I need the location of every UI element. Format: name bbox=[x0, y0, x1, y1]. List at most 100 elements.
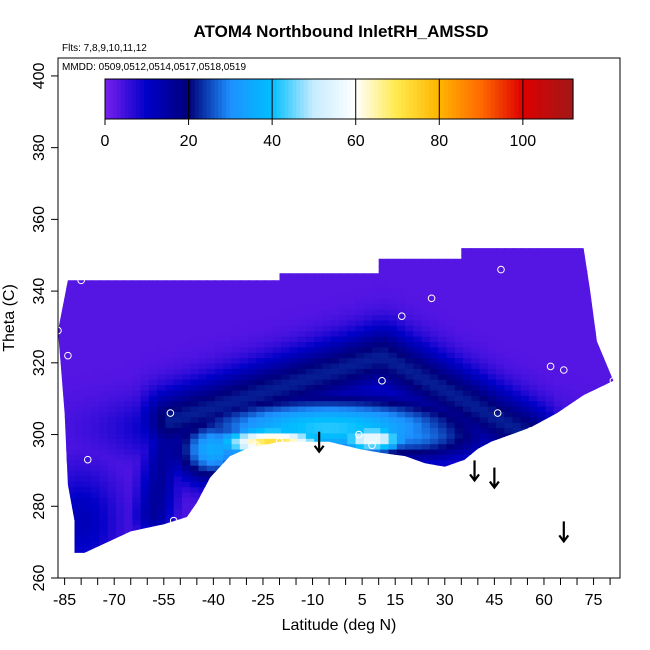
field-cell bbox=[305, 459, 315, 466]
field-cell bbox=[471, 287, 481, 294]
field-cell bbox=[446, 201, 455, 207]
field-cell bbox=[124, 416, 134, 423]
field-cell bbox=[595, 368, 605, 375]
field-cell bbox=[586, 255, 596, 262]
field-cell bbox=[248, 448, 258, 455]
field-cell bbox=[124, 400, 134, 407]
field-cell bbox=[248, 459, 258, 466]
field-cell bbox=[429, 395, 439, 402]
field-cell bbox=[454, 248, 464, 251]
field-cell bbox=[480, 212, 489, 218]
field-cell bbox=[297, 491, 307, 499]
field-cell bbox=[545, 319, 555, 326]
field-cell bbox=[396, 319, 406, 326]
field-cell bbox=[190, 260, 200, 267]
field-cell bbox=[429, 422, 439, 429]
field-cell bbox=[148, 534, 158, 542]
field-cell bbox=[165, 255, 175, 262]
field-cell bbox=[380, 405, 390, 412]
field-cell bbox=[355, 298, 365, 305]
field-cell bbox=[322, 368, 332, 375]
field-cell bbox=[239, 282, 249, 289]
field-cell bbox=[190, 502, 200, 509]
field-cell bbox=[372, 448, 382, 455]
field-cell bbox=[553, 475, 563, 482]
field-cell bbox=[181, 384, 191, 391]
field-cell bbox=[256, 481, 266, 488]
field-cell bbox=[181, 470, 191, 477]
field-cell bbox=[388, 502, 398, 509]
field-cell bbox=[58, 325, 67, 332]
field-cell bbox=[140, 303, 150, 310]
field-cell bbox=[215, 540, 224, 547]
field-cell bbox=[231, 534, 241, 542]
field-cell bbox=[74, 271, 84, 278]
field-cell bbox=[388, 309, 398, 316]
field-cell bbox=[529, 309, 539, 316]
field-cell bbox=[355, 465, 365, 472]
field-cell bbox=[537, 346, 547, 353]
field-cell bbox=[454, 357, 464, 364]
field-cell bbox=[488, 218, 497, 224]
field-cell bbox=[115, 465, 125, 472]
field-cell bbox=[603, 502, 613, 509]
field-cell bbox=[496, 248, 505, 251]
field-cell bbox=[99, 422, 109, 429]
field-cell bbox=[264, 362, 274, 369]
field-cell bbox=[82, 346, 92, 353]
field-cell bbox=[537, 508, 547, 515]
field-cell bbox=[603, 271, 613, 278]
field-cell bbox=[512, 309, 522, 316]
field-cell bbox=[256, 422, 266, 429]
field-cell bbox=[438, 427, 448, 434]
field-cell bbox=[546, 201, 555, 207]
field-cell bbox=[372, 276, 382, 283]
field-cell bbox=[99, 228, 108, 234]
field-cell bbox=[421, 341, 431, 348]
field-cell bbox=[562, 330, 572, 337]
field-cell bbox=[165, 534, 175, 542]
field-cell bbox=[173, 248, 183, 251]
field-cell bbox=[413, 486, 423, 493]
field-cell bbox=[206, 459, 216, 466]
field-cell bbox=[91, 459, 101, 466]
field-cell bbox=[611, 330, 614, 337]
field-cell bbox=[173, 378, 183, 386]
field-cell bbox=[380, 540, 390, 547]
field-cell bbox=[74, 389, 84, 396]
field-cell bbox=[372, 330, 382, 337]
field-cell bbox=[82, 443, 92, 450]
field-cell bbox=[124, 486, 134, 493]
field-cell bbox=[173, 303, 183, 310]
field-cell bbox=[570, 249, 580, 256]
field-cell bbox=[198, 465, 208, 472]
field-cell bbox=[190, 405, 200, 412]
field-cell bbox=[198, 470, 208, 477]
field-cell bbox=[148, 319, 158, 326]
field-cell bbox=[58, 459, 67, 466]
field-cell bbox=[421, 266, 431, 273]
field-cell bbox=[273, 218, 282, 224]
field-cell bbox=[58, 540, 67, 547]
field-cell bbox=[347, 389, 357, 396]
field-cell bbox=[429, 470, 439, 477]
field-cell bbox=[314, 422, 324, 429]
field-cell bbox=[264, 411, 274, 418]
field-cell bbox=[364, 556, 373, 562]
field-cell bbox=[570, 319, 580, 326]
field-cell bbox=[165, 341, 175, 348]
colorbar-segment bbox=[128, 79, 133, 119]
field-cell bbox=[603, 352, 613, 359]
field-cell bbox=[298, 201, 307, 207]
field-cell bbox=[396, 249, 406, 256]
colorbar-segment bbox=[237, 79, 243, 119]
field-cell bbox=[438, 212, 447, 218]
field-cell bbox=[223, 389, 233, 396]
field-cell bbox=[595, 378, 605, 386]
field-cell bbox=[578, 325, 588, 332]
field-cell bbox=[388, 330, 398, 337]
field-cell bbox=[546, 207, 555, 213]
field-cell bbox=[330, 438, 340, 445]
field-cell bbox=[429, 325, 439, 332]
field-cell bbox=[256, 411, 266, 418]
